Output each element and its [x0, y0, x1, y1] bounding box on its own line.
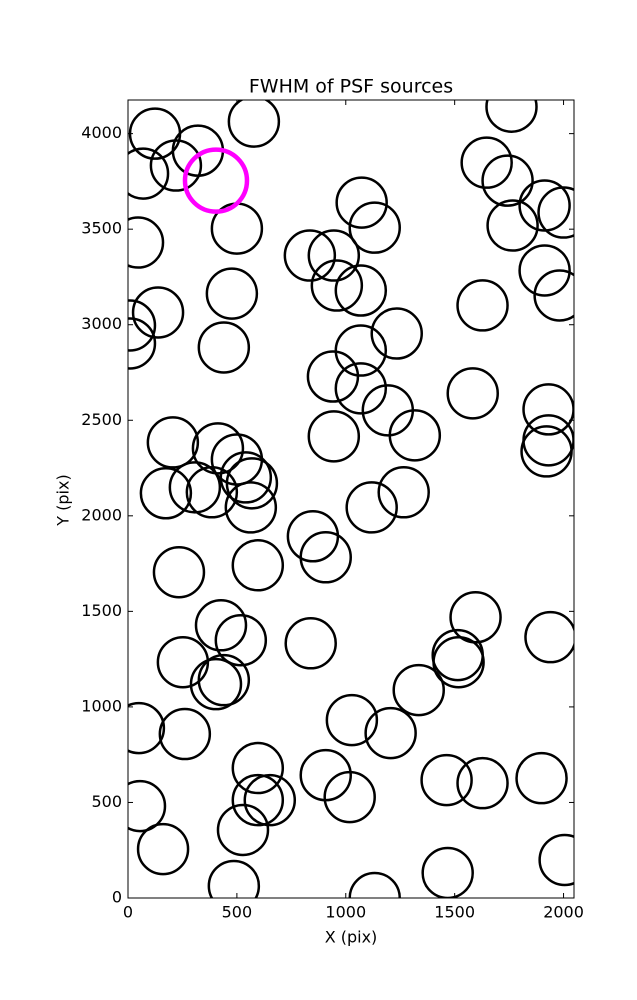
- point: [306, 350, 360, 403]
- x-tick-label: 500: [222, 903, 253, 922]
- point: [146, 416, 200, 469]
- point: [284, 617, 337, 670]
- point: [299, 531, 352, 584]
- point: [225, 457, 279, 510]
- point: [131, 286, 185, 339]
- point: [310, 259, 364, 312]
- point: [197, 653, 251, 707]
- point: [128, 317, 157, 370]
- point: [522, 414, 574, 467]
- point: [283, 229, 337, 282]
- point: [231, 741, 285, 795]
- point: [325, 693, 379, 747]
- point: [307, 229, 361, 282]
- point: [219, 451, 273, 504]
- y-tick-label: 2500: [81, 410, 122, 429]
- plot-frame: [127, 99, 575, 899]
- point: [446, 367, 499, 420]
- point: [128, 779, 167, 833]
- point: [205, 267, 259, 320]
- point: [537, 186, 574, 239]
- point: [370, 307, 423, 360]
- point: [515, 751, 568, 805]
- point: [323, 770, 376, 824]
- point: [456, 279, 509, 332]
- point: [197, 321, 251, 374]
- y-tick-label: 500: [91, 792, 122, 811]
- point: [216, 803, 270, 857]
- point: [449, 591, 502, 644]
- point: [128, 299, 157, 352]
- point: [348, 871, 401, 898]
- point: [307, 410, 361, 463]
- chart-title: FWHM of PSF sources: [249, 76, 453, 98]
- point: [485, 100, 538, 133]
- x-tick-label: 1000: [325, 903, 366, 922]
- point: [227, 100, 281, 148]
- point: [481, 154, 534, 207]
- point: [194, 599, 248, 652]
- point: [158, 707, 212, 761]
- point: [136, 822, 190, 876]
- point: [345, 481, 398, 534]
- point: [189, 657, 243, 711]
- point: [152, 545, 206, 599]
- x-tick-label: 1500: [434, 903, 475, 922]
- y-axis-label: Y (pix): [54, 474, 73, 526]
- point: [392, 663, 445, 717]
- point: [139, 467, 193, 520]
- point: [128, 216, 165, 269]
- point: [377, 466, 430, 519]
- highlight-point: [182, 147, 250, 214]
- point: [388, 409, 442, 462]
- point: [207, 859, 261, 898]
- point: [224, 481, 278, 534]
- point: [432, 635, 485, 689]
- point: [156, 635, 210, 689]
- y-tick-label: 1000: [81, 696, 122, 715]
- point: [538, 833, 574, 887]
- y-tick-label: 3000: [81, 314, 122, 333]
- x-tick-label: 0: [123, 903, 133, 922]
- point: [231, 539, 285, 592]
- point: [191, 422, 245, 475]
- y-tick-label: 2000: [81, 505, 122, 524]
- y-tick-label: 3500: [81, 219, 122, 238]
- point: [128, 147, 170, 200]
- point: [334, 264, 388, 317]
- point: [420, 753, 473, 807]
- point: [486, 199, 539, 252]
- point: [456, 756, 509, 810]
- point: [185, 466, 239, 519]
- point: [214, 613, 268, 667]
- point: [460, 136, 513, 189]
- point: [243, 773, 297, 827]
- point: [533, 269, 574, 322]
- y-tick-label: 4000: [81, 123, 122, 142]
- point: [364, 706, 417, 760]
- x-tick-label: 2000: [543, 903, 584, 922]
- plot-area: [128, 100, 574, 898]
- point: [348, 201, 401, 254]
- point: [335, 176, 388, 229]
- y-tick-label: 1500: [81, 601, 122, 620]
- point: [524, 610, 574, 664]
- point: [128, 701, 166, 755]
- point: [231, 773, 285, 827]
- y-tick-label: 0: [112, 888, 122, 907]
- point: [518, 244, 571, 297]
- point: [421, 846, 474, 898]
- point: [520, 425, 573, 478]
- point: [334, 362, 388, 415]
- point: [168, 461, 222, 514]
- x-axis-label: X (pix): [325, 928, 378, 947]
